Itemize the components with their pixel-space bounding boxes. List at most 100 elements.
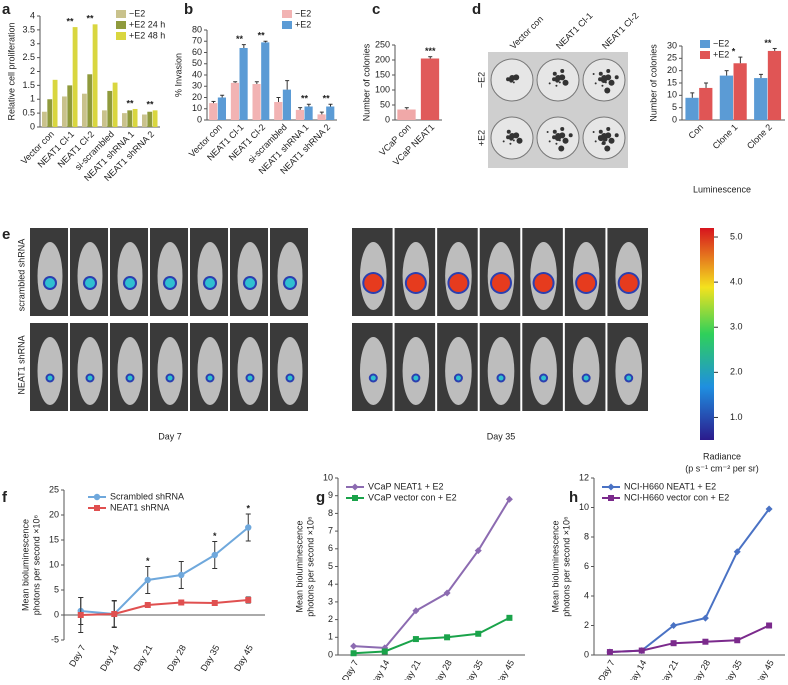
- bar: [317, 114, 326, 120]
- y-tick-label: 50: [192, 58, 202, 68]
- signal: [245, 278, 255, 288]
- point: [443, 589, 451, 597]
- signal: [583, 375, 589, 381]
- y-axis-title: % Invasion: [173, 53, 183, 97]
- y-tick-label: 25: [667, 53, 677, 63]
- line: [609, 624, 770, 654]
- colony: [558, 81, 561, 84]
- legend-swatch: [700, 40, 710, 48]
- signal: [125, 278, 135, 288]
- row-label: NEAT1 shRNA: [16, 335, 26, 394]
- error-bar: [285, 80, 290, 90]
- x-tick-label: Day 7: [67, 643, 87, 668]
- point: [245, 524, 252, 531]
- signal: [87, 375, 93, 381]
- colony: [516, 137, 523, 144]
- x-tick-label: Day 14: [369, 658, 392, 680]
- significance: *: [732, 46, 736, 56]
- y-tick-label: 200: [375, 54, 390, 64]
- colony: [598, 71, 603, 76]
- colony: [552, 71, 557, 76]
- legend-swatch: [282, 10, 292, 18]
- colony: [506, 135, 511, 140]
- legend-label: VCaP NEAT1 + E2: [368, 481, 443, 491]
- x-tick-label: Day 28: [165, 643, 188, 673]
- panel-letter: a: [2, 1, 11, 18]
- panel-letter: h: [569, 489, 578, 506]
- bar: [230, 82, 239, 120]
- y-tick-label: 80: [192, 24, 202, 34]
- y-tick-label: 0: [54, 609, 59, 619]
- mouse: [402, 337, 430, 405]
- bar: [42, 111, 47, 127]
- colony: [568, 133, 573, 138]
- bar: [252, 84, 261, 120]
- point: [606, 649, 613, 656]
- legend-label: −E2: [713, 38, 729, 48]
- bar: [719, 75, 733, 120]
- y-tick-label: 1.5: [22, 80, 35, 90]
- bar: [147, 111, 153, 127]
- y-tick-label: 10: [49, 559, 59, 569]
- bar: [326, 106, 335, 120]
- y-tick-label: 250: [375, 39, 390, 49]
- y-tick-label: 4: [328, 579, 333, 589]
- signal: [364, 274, 383, 292]
- y-tick-label: 7: [328, 525, 333, 535]
- mouse: [359, 337, 387, 405]
- mouse: [615, 337, 643, 405]
- colony: [502, 140, 505, 143]
- colony: [614, 133, 619, 138]
- panel-letter: c: [372, 1, 380, 18]
- colony: [562, 137, 569, 144]
- signal: [455, 375, 461, 381]
- colony: [606, 68, 611, 73]
- colony: [594, 82, 597, 85]
- x-tick-label: Day 7: [596, 658, 616, 680]
- y-tick-label: 10: [579, 502, 589, 512]
- legend-label: +E2: [713, 49, 729, 59]
- x-tick-label: Clone 1: [711, 122, 740, 151]
- signal: [449, 274, 468, 292]
- y-axis-title: Number of colonies: [361, 43, 371, 121]
- colony: [512, 81, 515, 84]
- signal: [127, 375, 133, 381]
- error-bar: [704, 82, 709, 88]
- mouse: [157, 337, 183, 405]
- point: [77, 612, 84, 618]
- signal: [492, 274, 510, 292]
- mouse: [117, 337, 143, 405]
- legend-label: +E2 48 h: [129, 30, 165, 40]
- colony: [594, 140, 597, 143]
- x-tick-label: Day 45: [753, 658, 776, 680]
- colony: [608, 79, 615, 86]
- bar: [733, 63, 747, 120]
- point: [178, 599, 185, 606]
- colony: [555, 142, 558, 145]
- x-tick-label: Day 7: [340, 658, 360, 680]
- y-tick-label: 6: [584, 561, 589, 571]
- plate-column-label: Vector con: [508, 14, 545, 51]
- y-tick-label: 2: [584, 620, 589, 630]
- legend-label: VCaP vector con + E2: [368, 492, 457, 502]
- error-bar: [263, 40, 268, 43]
- colony: [592, 72, 595, 75]
- bar: [209, 103, 218, 120]
- significance: *: [213, 531, 217, 541]
- y-tick-label: 150: [375, 69, 390, 79]
- y-tick-label: 20: [49, 509, 59, 519]
- point: [412, 636, 419, 643]
- legend-swatch: [700, 51, 710, 59]
- bar: [282, 89, 291, 120]
- signal: [167, 375, 173, 381]
- line: [353, 498, 511, 649]
- error-bar: [241, 44, 246, 48]
- point: [245, 597, 252, 603]
- x-tick-label: Day 21: [657, 658, 680, 680]
- y-axis-title: Mean bioluminescence: [294, 520, 304, 612]
- y-tick-label: 70: [192, 36, 202, 46]
- significance: **: [66, 16, 74, 26]
- bar: [127, 110, 133, 127]
- panel-letter: d: [472, 1, 481, 18]
- colony: [513, 74, 520, 81]
